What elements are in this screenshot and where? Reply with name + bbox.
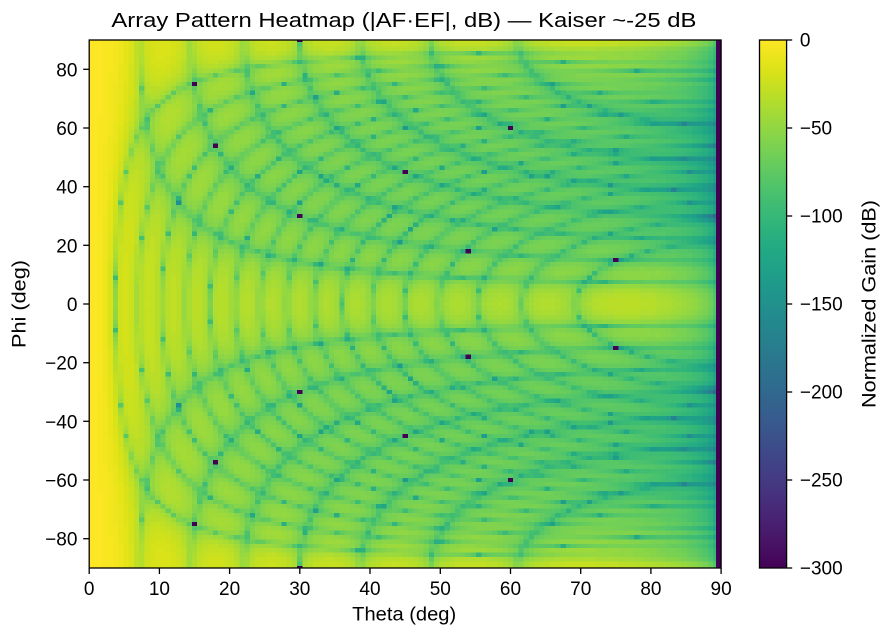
svg-text:Normalized Gain (dB): Normalized Gain (dB) <box>859 200 881 408</box>
svg-text:20: 20 <box>219 579 240 600</box>
svg-text:80: 80 <box>56 60 77 81</box>
svg-text:−60: −60 <box>45 471 77 492</box>
svg-text:−200: −200 <box>800 383 843 404</box>
svg-text:0: 0 <box>84 579 95 600</box>
svg-text:50: 50 <box>430 579 451 600</box>
svg-text:80: 80 <box>640 579 661 600</box>
svg-text:40: 40 <box>359 579 380 600</box>
svg-text:−50: −50 <box>800 119 832 140</box>
svg-text:−80: −80 <box>45 530 77 551</box>
svg-text:20: 20 <box>56 236 77 257</box>
svg-text:−100: −100 <box>800 207 843 228</box>
svg-text:Phi (deg): Phi (deg) <box>9 260 31 348</box>
svg-text:−40: −40 <box>45 412 77 433</box>
svg-text:0: 0 <box>800 31 811 52</box>
svg-text:70: 70 <box>570 579 591 600</box>
svg-text:Array Pattern Heatmap (|AF·EF|: Array Pattern Heatmap (|AF·EF|, dB) — Ka… <box>111 9 696 32</box>
svg-text:0: 0 <box>67 295 78 316</box>
svg-text:10: 10 <box>149 579 170 600</box>
svg-text:−300: −300 <box>800 559 843 580</box>
svg-text:60: 60 <box>56 119 77 140</box>
svg-text:Theta (deg): Theta (deg) <box>352 604 456 626</box>
svg-text:40: 40 <box>56 178 77 199</box>
svg-text:60: 60 <box>500 579 521 600</box>
svg-text:−250: −250 <box>800 471 843 492</box>
svg-text:−150: −150 <box>800 295 843 316</box>
svg-text:90: 90 <box>711 579 732 600</box>
svg-text:30: 30 <box>289 579 310 600</box>
svg-text:−20: −20 <box>45 354 77 375</box>
